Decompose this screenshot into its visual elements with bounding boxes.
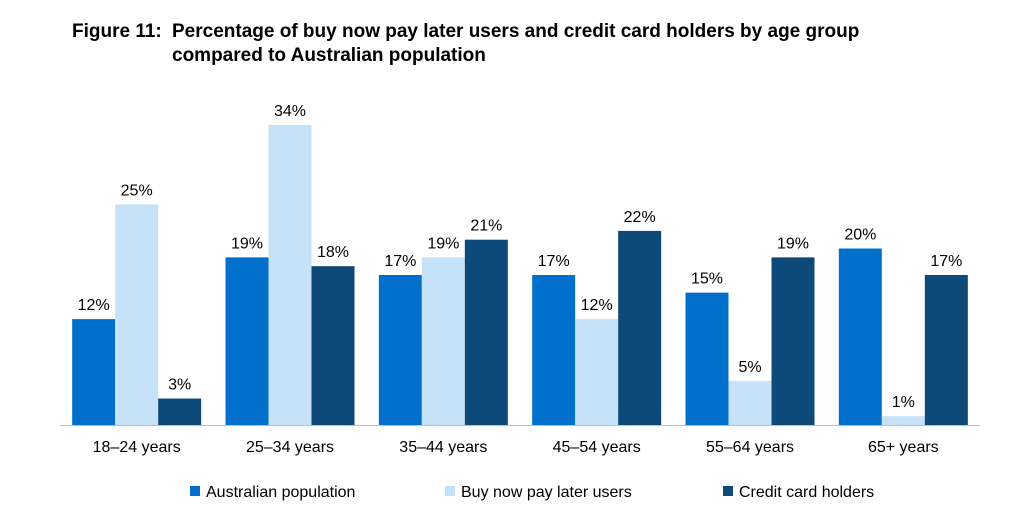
x-tick-label-1: 18–24 years bbox=[93, 439, 181, 456]
bar-australian-population-1 bbox=[72, 319, 116, 425]
figure-label: Figure 11: bbox=[72, 21, 162, 42]
bar-buy-now-pay-later-users-3 bbox=[421, 257, 465, 425]
bar-australian-population-5 bbox=[685, 292, 729, 425]
x-tick-label-2: 25–34 years bbox=[246, 439, 334, 456]
data-label-australian-population-6: 20% bbox=[844, 227, 876, 244]
data-label-buy-now-pay-later-users-4: 12% bbox=[581, 297, 613, 314]
data-label-credit-card-holders-6: 17% bbox=[930, 253, 962, 270]
data-label-credit-card-holders-4: 22% bbox=[624, 209, 656, 226]
x-tick-label-5: 55–64 years bbox=[706, 439, 794, 456]
legend-item-credit-card-holders: Credit card holders bbox=[723, 484, 874, 502]
figure-title: Percentage of buy now pay later users an… bbox=[172, 21, 860, 66]
bar-buy-now-pay-later-users-6 bbox=[881, 416, 925, 425]
bar-credit-card-holders-1 bbox=[158, 398, 202, 425]
data-label-buy-now-pay-later-users-5: 5% bbox=[738, 359, 761, 376]
data-label-credit-card-holders-1: 3% bbox=[168, 377, 191, 394]
bar-credit-card-holders-3 bbox=[464, 239, 508, 425]
legend-item-australian-population: Australian population bbox=[190, 484, 355, 502]
bar-credit-card-holders-6 bbox=[924, 275, 968, 425]
x-tick-label-4: 45–54 years bbox=[553, 439, 641, 456]
data-label-australian-population-5: 15% bbox=[691, 271, 723, 288]
bar-credit-card-holders-2 bbox=[311, 266, 355, 425]
data-label-buy-now-pay-later-users-6: 1% bbox=[892, 394, 915, 411]
bar-australian-population-3 bbox=[378, 275, 422, 425]
data-label-buy-now-pay-later-users-1: 25% bbox=[121, 182, 153, 199]
data-label-buy-now-pay-later-users-3: 19% bbox=[427, 235, 459, 252]
data-label-australian-population-4: 17% bbox=[538, 253, 570, 270]
legend-label-credit-card-holders: Credit card holders bbox=[739, 484, 875, 501]
bar-credit-card-holders-4 bbox=[618, 230, 662, 425]
bar-buy-now-pay-later-users-5 bbox=[728, 380, 772, 425]
data-label-australian-population-2: 19% bbox=[231, 235, 263, 252]
bar-australian-population-4 bbox=[532, 275, 576, 425]
legend-swatch-bnpl-users bbox=[445, 486, 455, 496]
data-label-credit-card-holders-2: 18% bbox=[317, 244, 349, 261]
bar-buy-now-pay-later-users-1 bbox=[115, 204, 159, 425]
bar-australian-population-6 bbox=[838, 248, 882, 425]
legend-label-australian-population: Australian population bbox=[206, 484, 356, 501]
legend-swatch-credit-card-holders bbox=[723, 486, 733, 496]
bar-chart: 12% 25% 3% 18–24 years 19% 34% 18% 25–34 years 1… bbox=[60, 103, 980, 456]
bar-buy-now-pay-later-users-2 bbox=[268, 125, 312, 425]
legend-swatch-australian-population bbox=[190, 486, 200, 496]
data-label-credit-card-holders-3: 21% bbox=[470, 218, 502, 235]
bar-credit-card-holders-5 bbox=[771, 257, 815, 425]
data-label-credit-card-holders-5: 19% bbox=[777, 235, 809, 252]
legend-label-bnpl-users: Buy now pay later users bbox=[461, 484, 632, 501]
bar-australian-population-2 bbox=[225, 257, 269, 425]
bar-buy-now-pay-later-users-4 bbox=[575, 319, 619, 425]
data-label-australian-population-3: 17% bbox=[384, 253, 416, 270]
data-label-buy-now-pay-later-users-2: 34% bbox=[274, 103, 306, 120]
x-tick-label-6: 65+ years bbox=[868, 439, 939, 456]
chart-title: Figure 11: Percentage of buy now pay late… bbox=[72, 20, 932, 68]
x-tick-label-3: 35–44 years bbox=[399, 439, 487, 456]
data-label-australian-population-1: 12% bbox=[78, 297, 110, 314]
legend-item-bnpl-users: Buy now pay later users bbox=[445, 484, 632, 502]
